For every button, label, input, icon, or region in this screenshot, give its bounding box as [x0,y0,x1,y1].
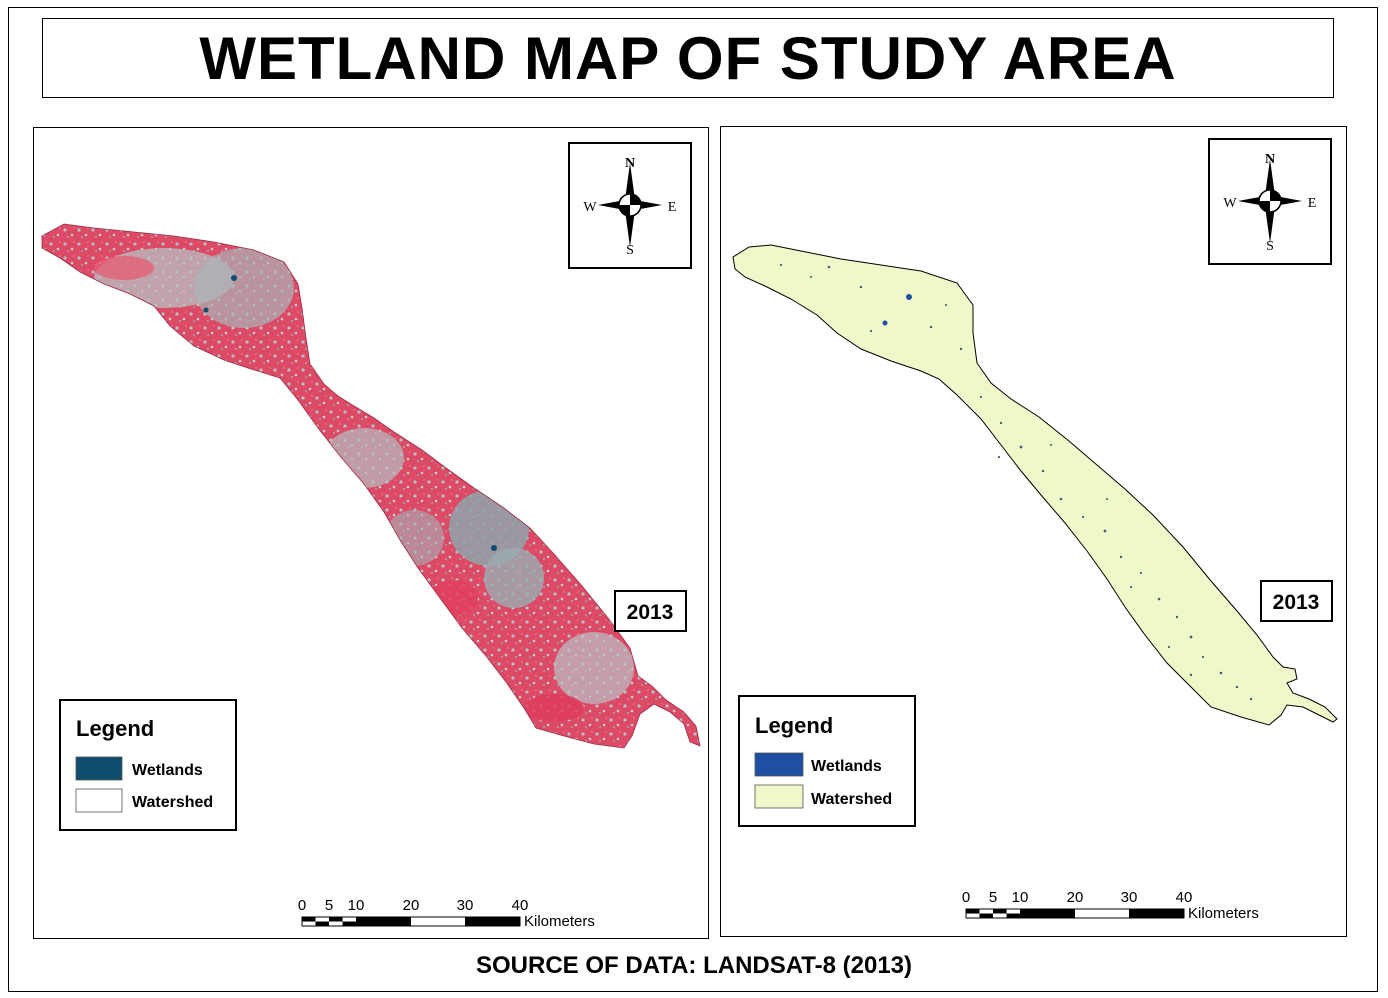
legend-swatch-watershed-left [75,788,123,813]
legend-right: Legend Wetlands Watershed [738,695,916,827]
year-label-right: 2013 [1273,591,1320,614]
compass-e-left: E [668,200,677,215]
legend-label-wetlands-left: Wetlands [132,762,203,779]
legend-label-wetlands-right: Wetlands [811,758,882,775]
svg-text:10: 10 [348,897,365,914]
compass-s-left: S [626,243,634,258]
svg-text:40: 40 [1176,889,1193,906]
svg-text:30: 30 [1121,889,1138,906]
svg-text:0: 0 [962,889,970,906]
north-arrow-right: N S W E [1208,138,1332,265]
right-map-panel: N S W E 2013 Legend Wetlands Watershed 0… [720,126,1347,937]
compass-n-right: N [1265,152,1275,167]
scale-unit-left: Kilometers [524,913,595,930]
svg-text:30: 30 [457,897,474,914]
svg-text:5: 5 [989,889,997,906]
year-box-left: 2013 [614,590,687,632]
map-frame [8,7,1378,992]
right-map-svg: N S W E 2013 Legend Wetlands Watershed 0… [732,138,1338,922]
svg-text:20: 20 [1067,889,1084,906]
legend-label-watershed-right: Watershed [811,791,892,808]
svg-text:0: 0 [298,897,306,914]
scale-bar-left: 0 5 10 20 30 40 Kilometers [298,897,595,930]
legend-swatch-wetlands-left [75,756,123,781]
svg-text:20: 20 [403,897,420,914]
left-map-svg: N S W E 2013 Legend Wetlands Watershed 0… [41,142,701,930]
year-box-right: 2013 [1260,580,1333,622]
compass-w-left: W [583,200,597,215]
wetland-patches [779,263,1253,701]
svg-text:40: 40 [512,897,529,914]
data-source-caption: SOURCE OF DATA: LANDSAT-8 (2013) [475,952,913,979]
map-title: WETLAND MAP OF STUDY AREA [199,24,1177,92]
title-box: WETLAND MAP OF STUDY AREA [42,18,1334,98]
left-map-panel: N S W E 2013 Legend Wetlands Watershed 0… [33,127,709,939]
legend-swatch-wetlands-right [754,752,804,777]
legend-title-left: Legend [76,716,154,741]
legend-left: Legend Wetlands Watershed [59,699,237,831]
year-label-left: 2013 [627,601,674,624]
svg-text:10: 10 [1012,889,1029,906]
compass-e-right: E [1308,196,1317,211]
scale-unit-right: Kilometers [1188,905,1259,922]
satellite-image [42,224,700,748]
compass-s-right: S [1266,239,1274,254]
legend-label-watershed-left: Watershed [132,794,213,811]
scale-bar-right: 0 5 10 20 30 40 Kilometers [962,889,1259,922]
compass-n-left: N [625,156,635,171]
compass-w-right: W [1223,196,1237,211]
north-arrow-left: N S W E [568,142,692,269]
watershed-area [732,244,1338,726]
legend-swatch-watershed-right [754,784,804,809]
legend-title-right: Legend [755,713,833,738]
svg-text:5: 5 [325,897,333,914]
